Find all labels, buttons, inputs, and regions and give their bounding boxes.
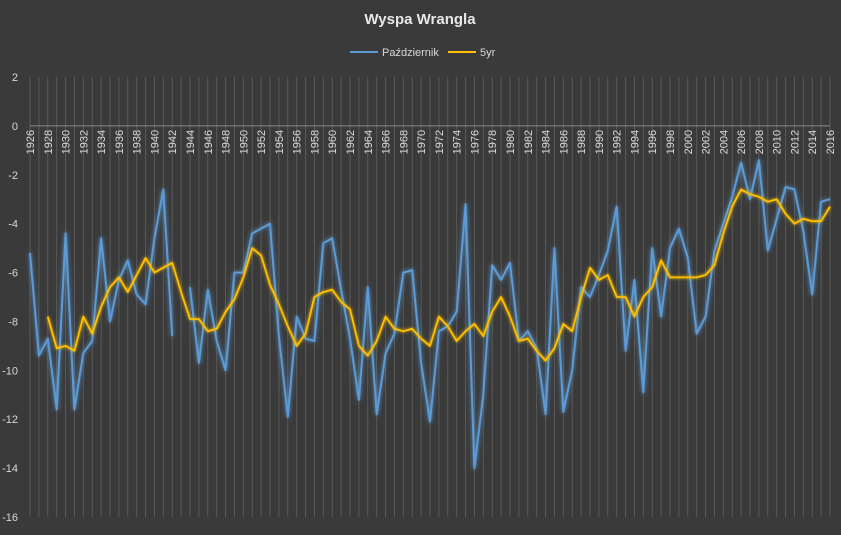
legend: Październik 5yr [350,47,496,59]
series-line [29,188,174,411]
y-tick-label: -2 [8,170,18,182]
y-tick-label: -12 [2,414,18,426]
x-tick-label: 1936 [114,130,126,154]
y-tick-label: -10 [2,365,18,377]
x-tick-label: 2012 [789,130,801,154]
gridlines [29,77,831,517]
x-tick-label: 2004 [718,130,730,154]
x-tick-label: 1996 [647,130,659,154]
x-tick-label: 2002 [701,130,713,154]
x-tick-label: 1964 [363,130,375,154]
x-axis: 1926 1928 1930 1932 1934 1936 1938 1940 1942 1944… [25,125,837,154]
x-tick-label: 1926 [25,130,37,154]
x-tick-label: 2016 [825,130,837,154]
x-tick-label: 1932 [78,130,90,154]
x-tick-label: 1998 [665,130,677,154]
series-pazdziernik [29,159,831,470]
x-tick-label: 2006 [736,130,748,154]
x-tick-label: 1992 [612,130,624,154]
x-tick-label: 1948 [221,130,233,154]
x-tick-label: 2000 [683,130,695,154]
x-tick-label: 2014 [807,130,819,154]
x-tick-label: 1976 [469,130,481,154]
x-tick-label: 1986 [558,130,570,154]
legend-label-pazdziernik: Październik [382,47,439,59]
x-tick-label: 1988 [576,130,588,154]
x-tick-label: 1946 [203,130,215,154]
x-tick-label: 1990 [594,130,606,154]
y-tick-label: -6 [8,268,18,280]
series-layer [29,159,831,470]
x-tick-label: 1952 [256,130,268,154]
x-tick-label: 1958 [309,130,321,154]
x-tick-label: 1940 [149,130,161,154]
x-tick-label: 1994 [629,130,641,154]
y-tick-label: -4 [8,219,18,231]
x-tick-label: 1950 [238,130,250,154]
legend-label-5yr: 5yr [480,47,496,59]
x-tick-label: 1938 [132,130,144,154]
x-tick-label: 1980 [505,130,517,154]
series-line [189,159,831,470]
x-tick-label: 1968 [398,130,410,154]
x-tick-label: 1956 [292,130,304,154]
y-tick-label: 0 [12,121,18,133]
x-tick-label: 1974 [452,130,464,154]
x-tick-label: 1928 [43,130,55,154]
x-tick-label: 1944 [185,130,197,154]
x-tick-label: 1930 [61,130,73,154]
x-tick-label: 1942 [167,130,179,154]
x-tick-label: 1934 [96,130,108,154]
x-tick-label: 1960 [327,130,339,154]
x-tick-label: 1962 [345,130,357,154]
series-line [46,188,831,362]
chart-title: Wyspa Wrangla [364,11,476,28]
x-tick-label: 1978 [487,130,499,154]
x-tick-label: 1972 [434,130,446,154]
x-tick-label: 1982 [523,130,535,154]
y-tick-label: -8 [8,316,18,328]
series-5yr [46,188,831,362]
y-tick-label: -14 [2,463,18,475]
x-tick-label: 2010 [772,130,784,154]
y-tick-label: 2 [12,72,18,84]
y-axis: 2 0 -2 -4 -6 -8 -10 -12 -14 -16 [2,72,18,524]
y-tick-label: -16 [2,512,18,524]
x-tick-label: 1966 [381,130,393,154]
x-tick-label: 1954 [274,130,286,154]
x-tick-label: 1970 [416,130,428,154]
x-tick-label: 1984 [541,130,553,154]
x-tick-label: 2008 [754,130,766,154]
